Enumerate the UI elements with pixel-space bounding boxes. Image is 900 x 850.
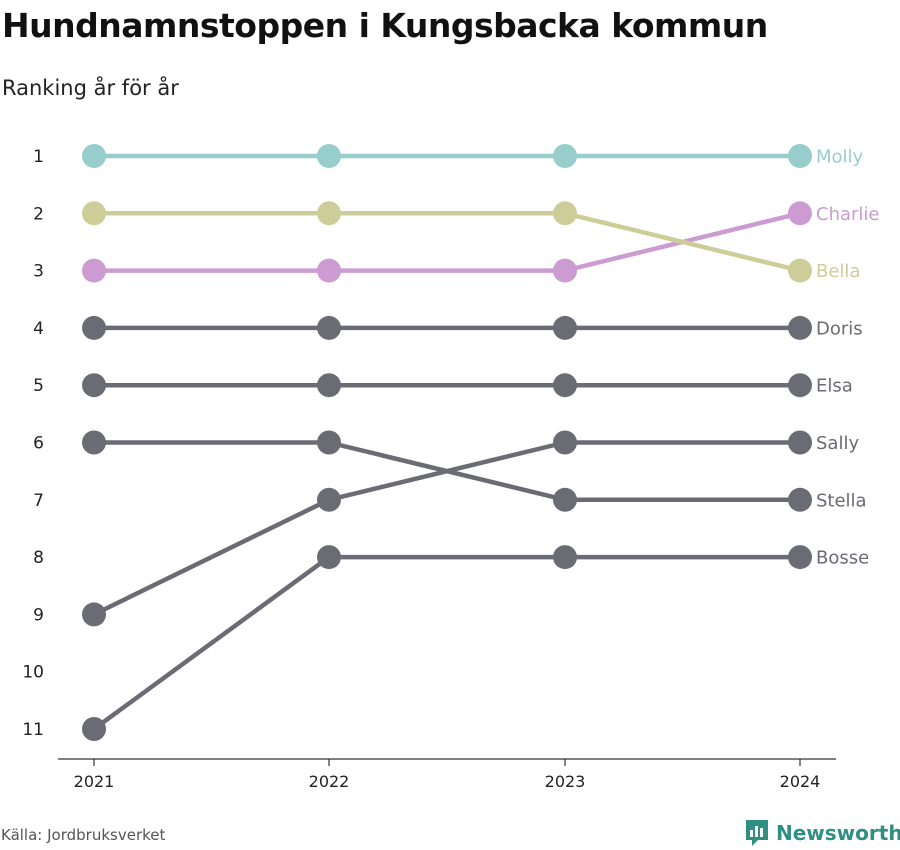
data-point-sally <box>788 430 812 455</box>
data-point-charlie <box>788 201 812 226</box>
data-point-elsa <box>788 373 812 398</box>
data-point-elsa <box>553 373 577 398</box>
data-point-stella <box>553 487 577 512</box>
x-tick-label: 2022 <box>309 772 350 791</box>
data-point-bosse <box>317 545 341 570</box>
series-line-charlie <box>91 211 803 273</box>
data-point-sally <box>553 430 577 455</box>
data-point-bella <box>553 201 577 226</box>
series-label: Elsa <box>816 376 853 397</box>
series-line-bella <box>91 211 803 273</box>
series-line-stella <box>91 440 803 503</box>
data-point-doris <box>553 315 577 340</box>
series-label: Molly <box>816 147 864 168</box>
series-label: Bella <box>816 261 860 282</box>
y-tick-label: 3 <box>33 262 44 282</box>
brand-logo[interactable]: Newsworthy <box>744 818 900 848</box>
source-note: Källa: Jordbruksverket <box>1 826 166 844</box>
data-point-elsa <box>82 373 106 398</box>
data-point-stella <box>82 430 106 455</box>
chart-title: Hundnamnstoppen i Kungsbacka kommun <box>2 6 768 45</box>
data-point-stella <box>788 487 812 512</box>
chart-subtitle: Ranking år för år <box>2 76 179 100</box>
data-point-charlie <box>82 258 106 283</box>
data-point-bella <box>788 258 812 283</box>
data-point-doris <box>788 315 812 340</box>
data-point-stella <box>317 430 341 455</box>
x-tick-label: 2021 <box>74 772 115 791</box>
data-point-charlie <box>553 258 577 283</box>
y-tick-label: 6 <box>33 434 44 454</box>
y-tick-label: 9 <box>33 605 44 625</box>
data-point-sally <box>317 487 341 512</box>
y-tick-label: 5 <box>33 376 44 396</box>
data-point-charlie <box>317 258 341 283</box>
series-label: Charlie <box>816 204 879 225</box>
series-line-bosse <box>91 554 803 732</box>
series-label: Stella <box>816 490 867 511</box>
y-tick-label: 4 <box>33 319 44 339</box>
data-point-bella <box>82 201 106 226</box>
newsworthy-logo-icon <box>746 820 768 846</box>
y-tick-label: 2 <box>33 204 44 224</box>
data-point-sally <box>82 602 106 627</box>
data-point-bosse <box>788 545 812 570</box>
series-label: Bosse <box>816 548 869 569</box>
data-point-doris <box>317 315 341 340</box>
series-label: Doris <box>816 318 863 339</box>
series-line-sally <box>91 440 803 617</box>
data-point-bosse <box>82 717 106 741</box>
data-point-molly <box>82 144 106 168</box>
data-point-molly <box>317 144 341 168</box>
data-point-elsa <box>317 373 341 398</box>
data-point-bosse <box>553 545 577 570</box>
bump-chart: 1 2 3 4 5 6 7 8 9 10 11 2021 2022 2023 2024 Molly Charli… <box>22 144 879 791</box>
series-label: Sally <box>816 433 859 454</box>
y-tick-label: 8 <box>33 548 44 568</box>
data-point-doris <box>82 315 106 340</box>
y-tick-label: 10 <box>22 663 44 683</box>
data-point-molly <box>788 144 812 168</box>
brand-name: Newsworthy <box>776 821 900 845</box>
y-tick-label: 11 <box>22 720 44 740</box>
data-point-molly <box>553 144 577 168</box>
x-tick-label: 2023 <box>545 772 586 791</box>
x-tick-label: 2024 <box>780 772 821 791</box>
data-point-bella <box>317 201 341 226</box>
y-tick-label: 7 <box>33 491 44 511</box>
y-tick-label: 1 <box>33 147 44 167</box>
